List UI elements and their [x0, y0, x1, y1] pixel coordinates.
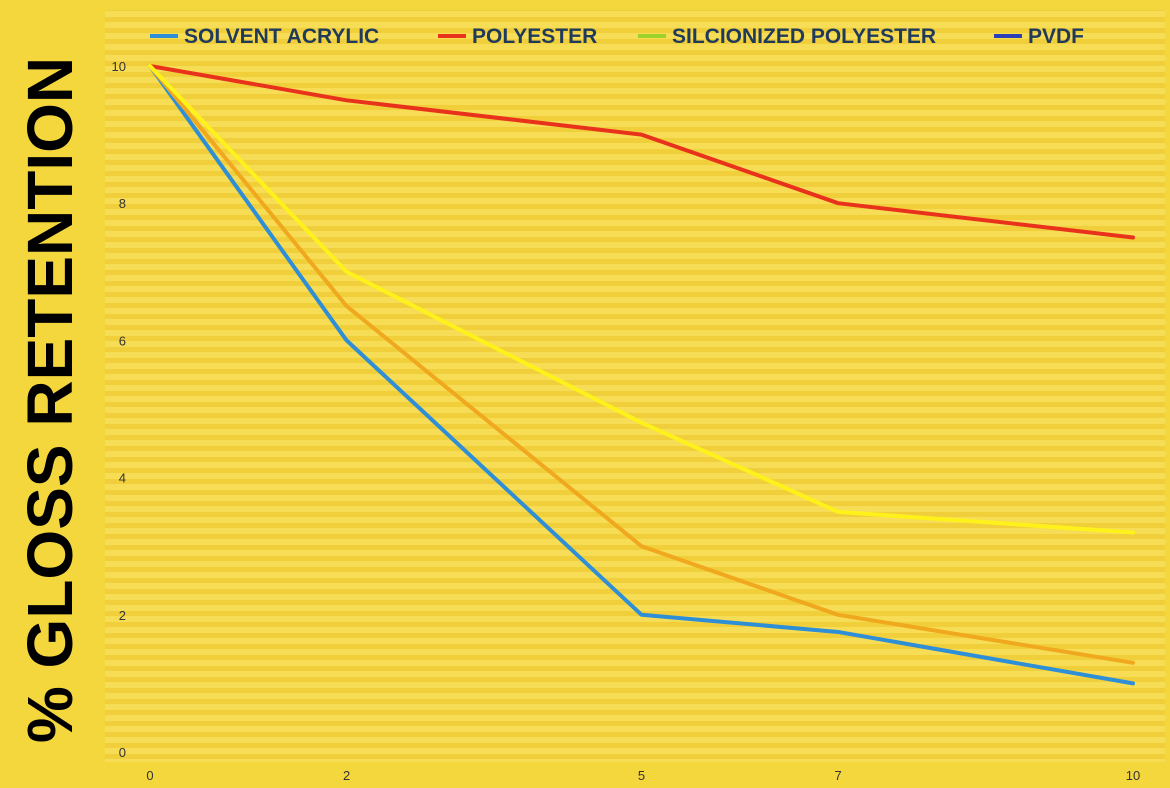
series-line: [148, 64, 1135, 240]
series-line: [148, 64, 1135, 686]
x-tick-label: 7: [834, 768, 841, 783]
plot-background: [105, 10, 1165, 762]
y-tick-label: 2: [119, 608, 126, 623]
series-line: [148, 64, 1135, 535]
legend-label: POLYESTER: [472, 25, 597, 48]
y-tick-label: 8: [119, 196, 126, 211]
x-tick-label: 10: [1126, 768, 1140, 783]
y-tick-label: 4: [119, 471, 126, 486]
y-tick-label: 0: [119, 745, 126, 760]
legend-label: SOLVENT ACRYLIC: [184, 25, 379, 48]
y-tick-label: 10: [112, 59, 126, 74]
x-tick-label: 0: [146, 768, 153, 783]
legend-label: PVDF: [1028, 25, 1084, 48]
y-tick-label: 6: [119, 333, 126, 348]
x-tick-label: 5: [638, 768, 645, 783]
x-tick-label: 2: [343, 768, 350, 783]
legend-label: SILCIONIZED POLYESTER: [672, 25, 936, 48]
series-line: [148, 64, 1135, 665]
